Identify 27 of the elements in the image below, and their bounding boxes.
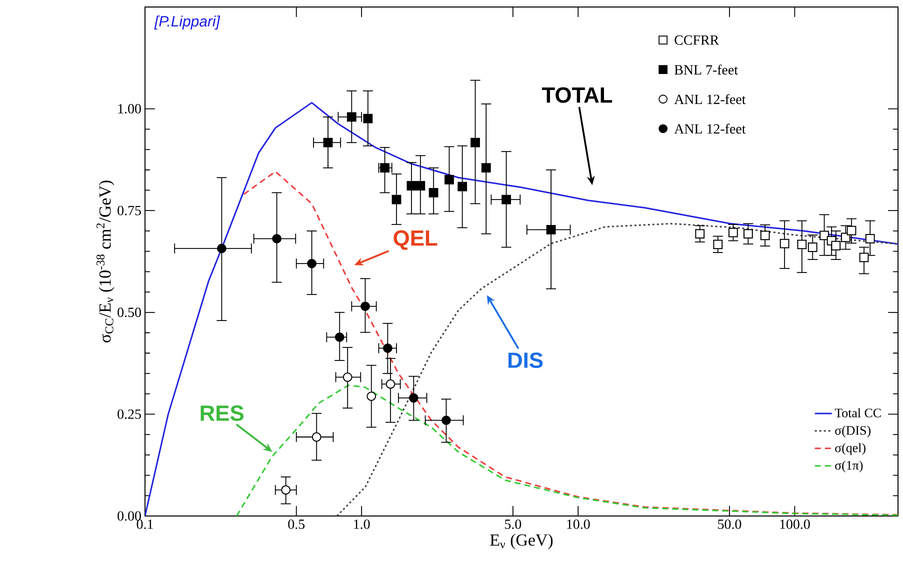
annotation: QEL	[394, 230, 438, 250]
annotation: TOTAL	[542, 87, 612, 103]
legend-label: σ(qel)	[835, 443, 866, 455]
y-tick-label: 0.75	[118, 206, 141, 216]
x-tick-label: 5.0	[505, 520, 522, 529]
y-tick-label: 0.50	[118, 308, 141, 318]
x-tick-label: 1.0	[354, 520, 370, 529]
y-tick-label: 0.00	[118, 511, 141, 521]
legend-label: σ(1π)	[835, 460, 863, 472]
legend-label: CCFRR	[674, 35, 720, 45]
annotation: DIS	[508, 352, 543, 368]
x-axis-title: E$_{ν}$ (GeV)	[490, 534, 553, 550]
annotation: RES	[200, 405, 244, 421]
text: σ$_{CC}$/E$_{ν}$ (10$^{-38}$ cm$^{2}$/GeV)	[96, 180, 114, 342]
y-tick-label: 1.00	[118, 104, 141, 114]
x-tick-label: 0.5	[288, 520, 305, 529]
legend-label: ANL 12-feet	[674, 124, 746, 134]
x-tick-label: 100.0	[780, 520, 810, 529]
x-tick-label: 10.0	[567, 520, 590, 529]
legend-label: σ(DIS)	[835, 426, 870, 438]
annotation: [P.Lippari]	[154, 16, 220, 30]
legend-label: BNL 7-feet	[674, 64, 738, 75]
y-tick-label: 0.25	[118, 409, 141, 419]
x-tick-label: 50.0	[718, 520, 742, 529]
legend-label: ANL 12-feet	[674, 94, 746, 104]
legend-label: Total CC	[834, 408, 881, 418]
x-tick-label: 0.1	[136, 520, 153, 529]
